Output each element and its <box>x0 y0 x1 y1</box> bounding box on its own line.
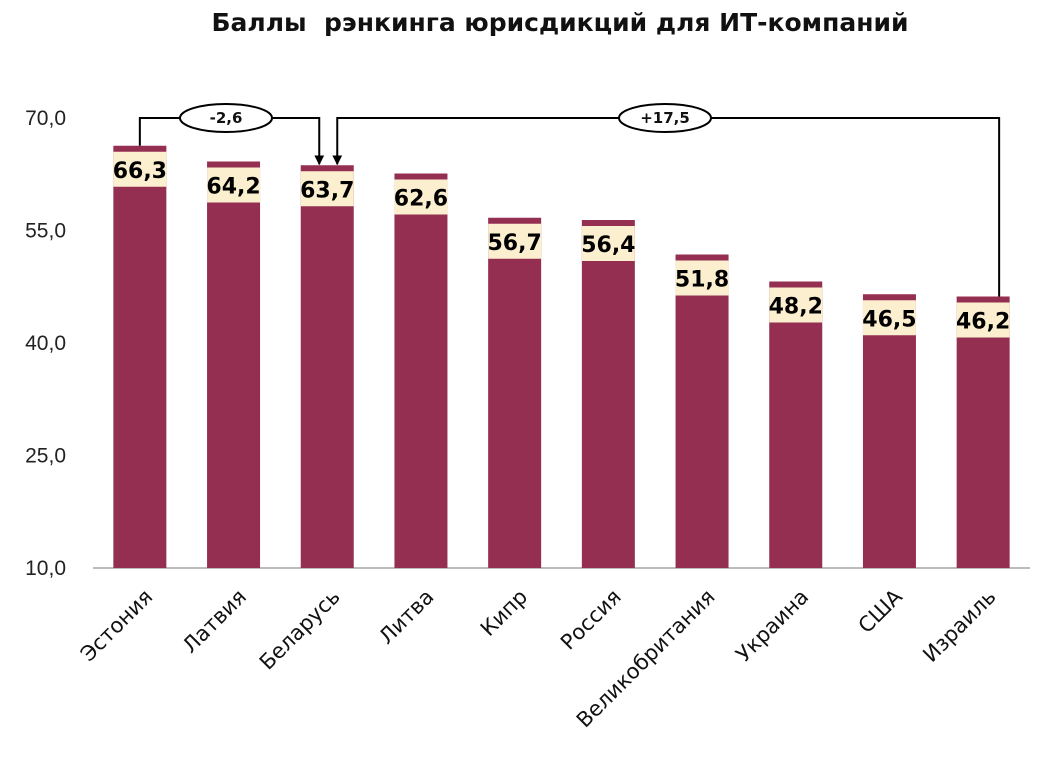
data-label: 66,3 <box>113 159 167 184</box>
data-label-bg <box>769 287 823 323</box>
bar <box>207 161 261 568</box>
bar <box>675 254 729 568</box>
category-label: Беларусь <box>255 585 345 675</box>
data-label-bg <box>488 223 542 259</box>
data-label: 62,6 <box>394 187 448 212</box>
bar <box>394 173 448 568</box>
bar <box>488 217 542 568</box>
bar <box>300 165 354 568</box>
y-tick-label: 40,0 <box>25 332 66 355</box>
data-label: 48,2 <box>769 295 823 320</box>
data-label-bg <box>956 302 1010 338</box>
annotation-label: +17,5 <box>640 109 690 127</box>
data-label-bg <box>300 171 354 207</box>
bar <box>581 220 635 568</box>
chart-title: Баллы рэнкинга юрисдикций для ИТ-компани… <box>211 8 909 37</box>
category-label: Украина <box>731 585 813 667</box>
category-label: Россия <box>556 585 626 655</box>
data-label-bg <box>113 151 167 187</box>
data-label-bg <box>394 179 448 215</box>
data-label-bg <box>862 300 916 336</box>
category-label: Кипр <box>476 585 532 641</box>
category-label: США <box>854 584 908 638</box>
data-label-bg <box>675 260 729 296</box>
y-tick-label: 55,0 <box>25 220 66 243</box>
data-label: 56,4 <box>581 233 635 258</box>
category-label: Литва <box>374 585 438 649</box>
bar <box>769 281 823 568</box>
y-tick-label: 70,0 <box>25 107 66 130</box>
data-label: 46,2 <box>956 310 1010 335</box>
category-label: Эстония <box>76 585 158 667</box>
data-label: 46,5 <box>862 307 916 332</box>
annotation-bubble <box>179 103 273 133</box>
data-label: 51,8 <box>675 268 729 293</box>
bar <box>113 145 167 568</box>
data-label-bg <box>207 167 261 203</box>
category-label: Латвия <box>178 585 251 658</box>
data-label-bg <box>581 226 635 261</box>
y-tick-label: 25,0 <box>25 445 66 468</box>
data-label: 63,7 <box>300 178 354 203</box>
data-label: 56,7 <box>488 231 542 256</box>
y-tick-label: 10,0 <box>25 557 66 580</box>
annotation-label: -2,6 <box>210 109 243 127</box>
annotation-bubble <box>618 103 712 133</box>
data-label: 64,2 <box>206 175 260 200</box>
category-label: Израиль <box>918 585 1000 667</box>
bar <box>862 294 916 568</box>
bar <box>956 296 1010 568</box>
